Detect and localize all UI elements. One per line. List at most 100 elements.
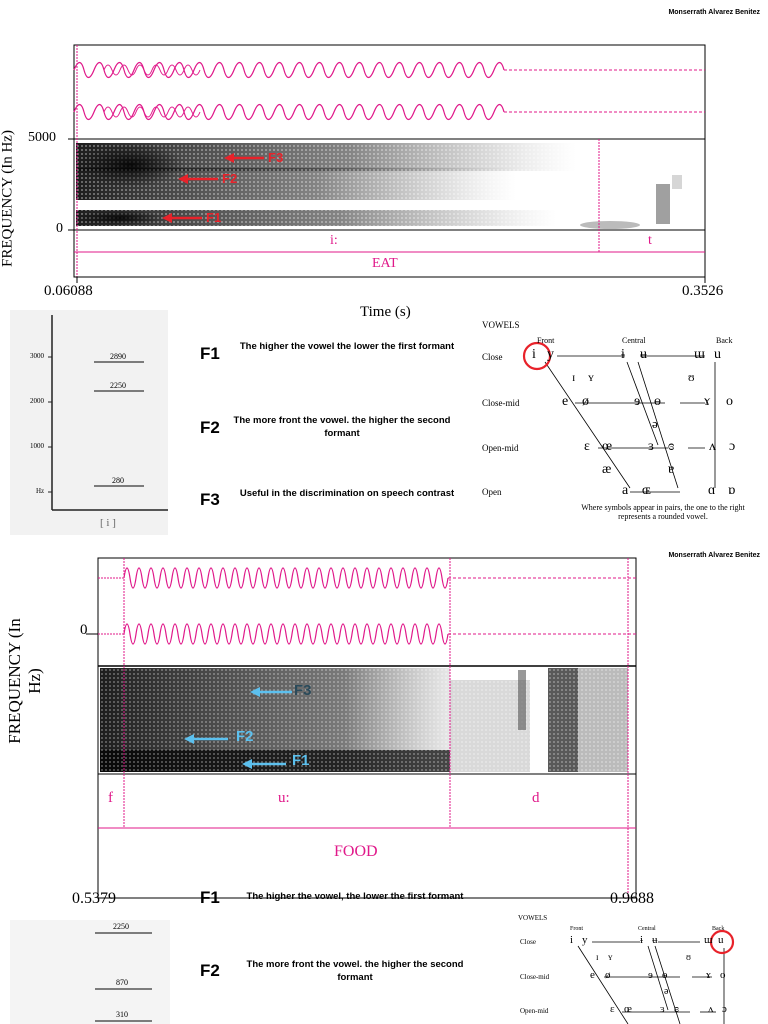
eat-segment-consonant: t [648, 233, 652, 248]
vowel-e: e [562, 394, 569, 409]
vowel-schwa: ə [652, 416, 658, 431]
vowel-o-2: o [720, 969, 726, 981]
vowel-chart-note: Where symbols appear in pairs, the one t… [581, 503, 745, 521]
vowel-barred-i: ɨ [621, 347, 625, 362]
vowel-small-cap-y: ʏ [588, 370, 594, 384]
vowel-y-2: y [582, 934, 588, 946]
food-waveform [86, 567, 636, 645]
eat-axis-2000: 2000 [30, 397, 44, 405]
vowel-oe: œ [602, 439, 613, 454]
vowel-barred-u: ʉ [640, 347, 647, 362]
eat-ytick-5000: 5000 [28, 130, 56, 145]
eat-spectrogram [75, 143, 682, 229]
vowel-rams-horn: ɤ [704, 394, 711, 409]
eat-formant-bars [10, 310, 168, 535]
vowel-upsilon-2: ʊ [686, 952, 691, 962]
vowel-i-2: i [570, 934, 574, 946]
vowel-o-slash: ø [582, 394, 589, 409]
vowel-open-o-2: ɔ [722, 1003, 727, 1015]
vowel-e-2: e [590, 969, 595, 981]
vowel-row-close-mid: Close-mid [482, 398, 520, 408]
eat-formant-arrows [162, 153, 264, 223]
eat-f3-arrow-label: F3 [268, 150, 284, 165]
food-time-end: 0.9688 [610, 890, 654, 907]
vowel-a: a [622, 483, 629, 498]
food-f1-value: 310 [116, 1010, 128, 1019]
vowel-reversed-e-2: ɘ [648, 969, 653, 981]
food-segment-d: d [532, 790, 540, 806]
vowel-col-back-2: Back [712, 926, 725, 932]
eat-ytick-0: 0 [56, 221, 63, 236]
food-spectrogram-figure [10, 557, 735, 1024]
food-desc-f1-text: The higher the vowel, the lower the firs… [246, 891, 464, 902]
vowel-closed-rev-open-e: ɞ [668, 439, 675, 454]
vowel-open-e-2: ɛ [610, 1003, 615, 1015]
eat-vowel-symbol: [ i ] [100, 517, 116, 529]
vowel-row-open-mid: Open-mid [482, 443, 519, 453]
eat-y-axis-label: FREQUENCY (In Hz) [0, 130, 16, 267]
eat-axis-1000: 1000 [30, 442, 44, 450]
eat-axis-hz: Hz [36, 487, 45, 495]
food-f3-arrow-label: F3 [294, 682, 312, 699]
vowel-open-o: ɔ [729, 439, 736, 454]
vowel-barred-o: ɵ [654, 394, 661, 409]
author-credit: Monserrath Alvarez Benitez [668, 9, 760, 16]
eat-waveform [73, 61, 705, 121]
food-ytick-0: 0 [80, 622, 88, 638]
vowel-chart-title-2: VOWELS [518, 914, 548, 922]
vowel-col-front-2: Front [570, 926, 584, 932]
eat-desc-f1-text: The higher the vowel the lower the first… [239, 341, 455, 352]
vowel-oe-2: œ [624, 1003, 632, 1015]
vowel-chart-title: VOWELS [482, 320, 520, 330]
food-segment-u: u: [278, 790, 290, 806]
vowel-u-2: u [718, 934, 724, 946]
vowel-o: o [726, 394, 733, 409]
vowel-col-central: Central [622, 336, 646, 345]
eat-desc-f3-label: F3 [200, 490, 220, 509]
eat-desc-f2-label: F2 [200, 418, 220, 437]
vowel-reversed-open-e: ɜ [648, 439, 654, 454]
eat-f2-value: 2250 [110, 381, 126, 390]
vowel-barred-i-2: ɨ [640, 934, 644, 946]
food-desc-f1-label: F1 [200, 888, 220, 907]
vowel-schwa-2: ə [664, 986, 669, 997]
vowel-row-close: Close [482, 352, 503, 362]
vowel-y: y [547, 347, 554, 362]
eat-f3-value: 2890 [110, 352, 126, 361]
eat-segment-vowel: i: [330, 233, 338, 248]
vowel-reversed-e: ɘ [634, 394, 641, 409]
vowel-turned-script-a: ɒ [728, 483, 736, 498]
author-credit-2: Monserrath Alvarez Benitez [668, 552, 760, 559]
vowel-small-cap-i-2: ɪ [596, 952, 599, 962]
vowel-turned-v-2: ʌ [708, 1003, 714, 1015]
eat-f1-value: 280 [112, 476, 124, 485]
vowel-row-close-2: Close [520, 938, 536, 946]
eat-x-axis-label: Time (s) [360, 304, 411, 320]
food-spectrogram [100, 668, 628, 772]
food-segment-f: f [108, 790, 113, 806]
vowel-turned-m-2: ɯ [704, 934, 713, 946]
eat-word: EAT [372, 256, 398, 271]
food-desc-f2-text: The more front the vowel. the higher the… [246, 959, 464, 983]
vowel-closed-rev-open-e-2: ɞ [674, 1003, 679, 1015]
food-f1-arrow-label: F1 [292, 752, 310, 769]
food-f2-value: 2250 [113, 922, 129, 931]
eat-desc-f3-text: Useful in the discrimination on speech c… [239, 488, 455, 499]
vowel-barred-o-2: ɵ [662, 969, 668, 981]
food-formant-arrows [184, 687, 292, 769]
vowel-u: u [714, 347, 721, 362]
eat-spectrogram-figure [10, 44, 716, 535]
vowel-small-oe: ɶ [642, 483, 651, 498]
vowel-small-cap-y-2: ʏ [608, 952, 613, 962]
vowel-col-back: Back [716, 336, 733, 345]
eat-vowel-highlight-circle [522, 341, 552, 371]
vowel-turned-a: ɐ [668, 462, 675, 477]
vowel-open-e: ɛ [584, 439, 590, 454]
food-y-axis-label: FREQUENCY (In Hz) [5, 618, 44, 744]
vowel-row-open: Open [482, 487, 502, 497]
vowel-chart-top-lines [544, 355, 716, 493]
vowel-barred-u-2: ʉ [652, 934, 658, 946]
eat-f1-arrow-label: F1 [206, 210, 222, 225]
food-word: FOOD [334, 843, 378, 860]
vowel-o-slash-2: ø [605, 969, 611, 981]
